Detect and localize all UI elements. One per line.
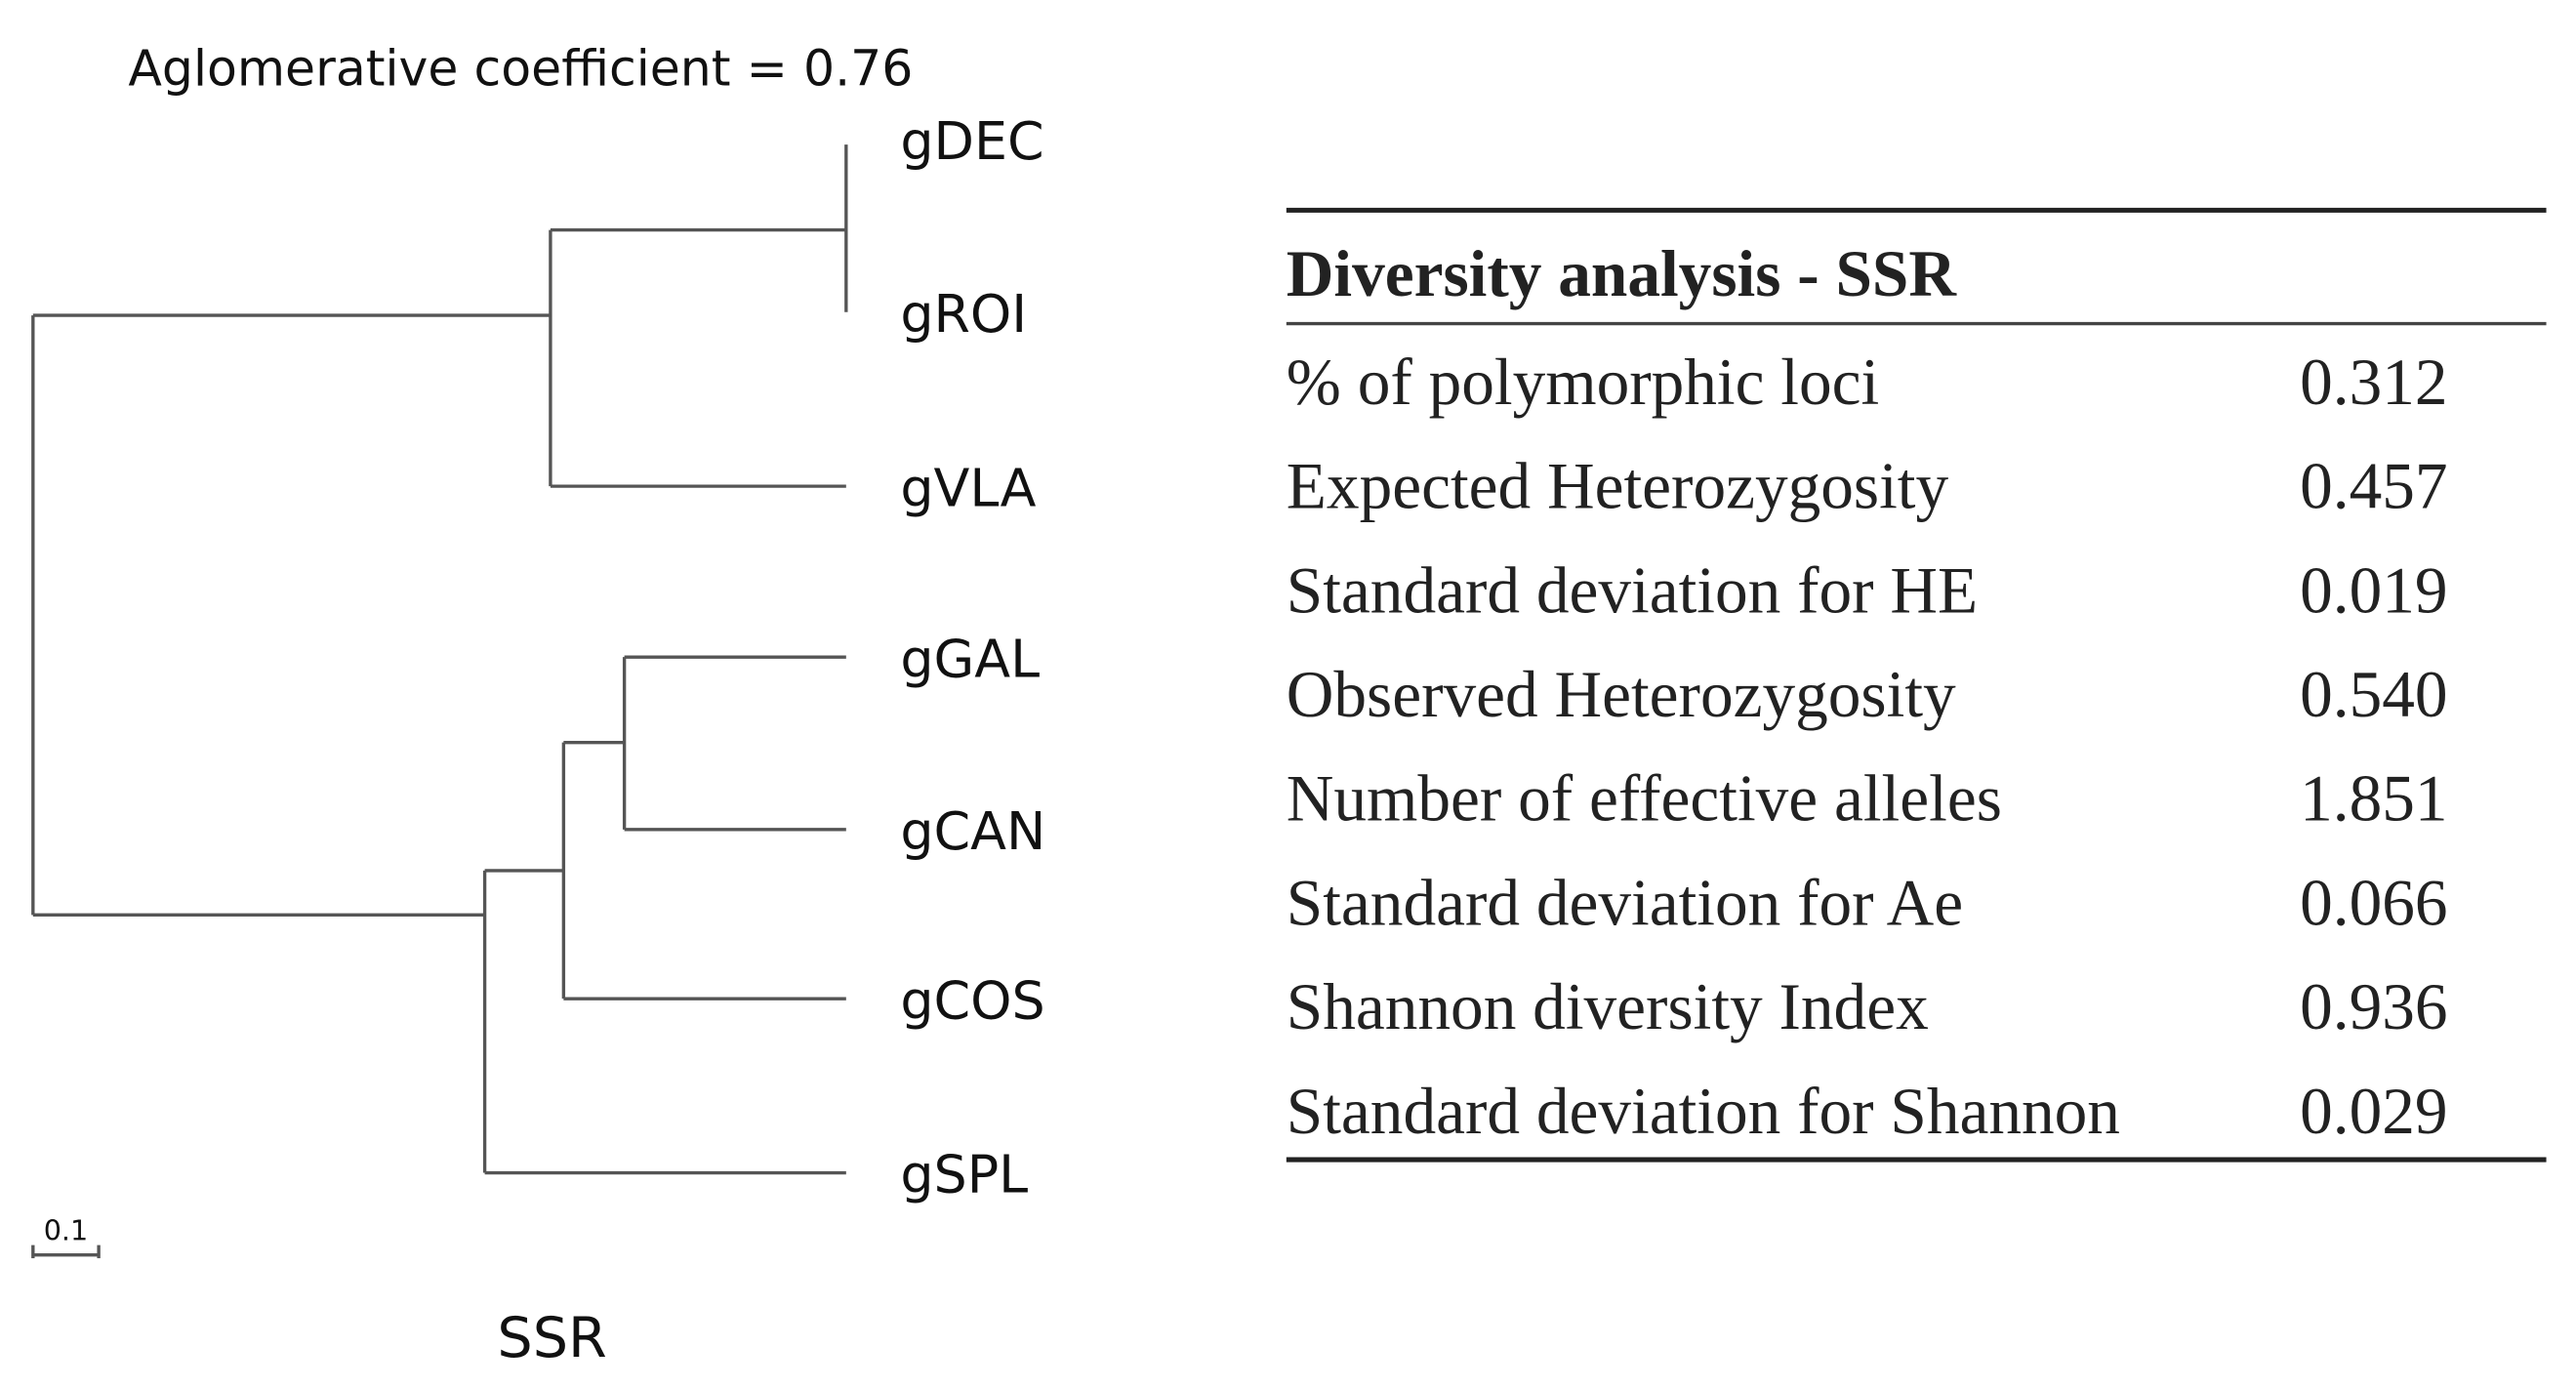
diversity-table: Diversity analysis - SSR % of polymorphi… [1287,207,2547,1163]
row-value: 0.312 [2300,346,2447,419]
row-value: 0.936 [2300,970,2447,1043]
row-label: Standard deviation for Ae [1287,866,1963,939]
table-body: % of polymorphic loci 0.312 Expected Heter… [1287,346,2448,1148]
row-label: Expected Heterozygosity [1287,450,1949,523]
row-value: 1.851 [2300,762,2447,836]
dendrogram-title: Aglomerative coefficient = 0.76 [128,40,913,98]
tree-branches [31,144,848,1259]
row-label: Shannon diversity Index [1287,970,1929,1043]
leaf-labels: gDEC gROI gVLA gGAL gCAN gCOS gSPL [900,110,1045,1205]
table-title: Diversity analysis - SSR [1287,237,1958,310]
scale-label: 0.1 [44,1214,88,1247]
row-value: 0.029 [2300,1075,2447,1148]
leaf-label: gVLA [900,457,1036,518]
leaf-label: gROI [900,283,1027,345]
row-value: 0.457 [2300,450,2447,523]
leaf-label: gCOS [900,969,1044,1031]
row-value: 0.540 [2300,658,2447,731]
row-value: 0.019 [2300,553,2447,627]
leaf-label: gDEC [900,110,1043,172]
row-label: Number of effective alleles [1287,762,2002,836]
caption: SSR [497,1306,606,1370]
row-value: 0.066 [2300,866,2447,939]
row-label: % of polymorphic loci [1287,346,1879,419]
leaf-label: gGAL [900,628,1040,689]
row-label: Standard deviation for Shannon [1287,1075,2120,1148]
row-label: Standard deviation for HE [1287,553,1978,627]
row-label: Observed Heterozygosity [1287,658,1956,731]
leaf-label: gSPL [900,1144,1028,1205]
dendrogram: Aglomerative coefficient = 0.76 0.1 SSR … [31,40,1045,1370]
leaf-label: gCAN [900,800,1045,862]
